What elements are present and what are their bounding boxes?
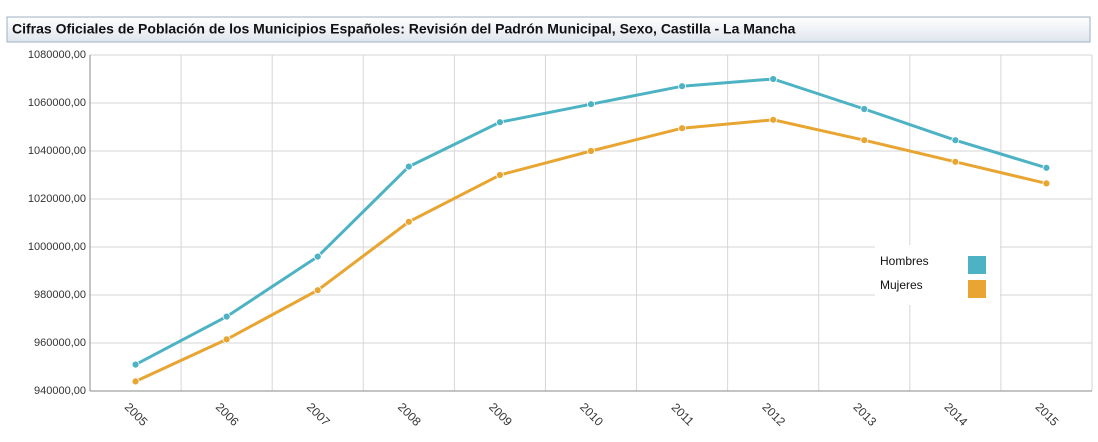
- x-tick-label: 2013: [850, 400, 879, 429]
- x-tick-label: 2014: [942, 400, 971, 429]
- legend-swatch: [968, 280, 986, 298]
- data-point: [860, 136, 869, 145]
- data-point: [678, 124, 686, 133]
- y-tick-label: 980000,00: [34, 289, 86, 301]
- data-point: [678, 82, 686, 91]
- data-point: [404, 162, 413, 171]
- data-point: [587, 147, 595, 155]
- y-tick-label: 960000,00: [34, 337, 86, 349]
- data-point: [1042, 163, 1051, 172]
- data-point: [222, 335, 231, 344]
- data-point: [313, 252, 322, 261]
- data-point: [769, 115, 778, 124]
- x-tick-label: 2010: [577, 400, 606, 429]
- data-point: [587, 100, 595, 109]
- legend-label: Mujeres: [880, 278, 923, 292]
- y-tick-label: 1020000,00: [28, 193, 86, 205]
- chart-title: Cifras Oficiales de Población de los Mun…: [12, 21, 796, 37]
- data-point: [496, 118, 504, 127]
- title-bar: [6, 16, 1091, 43]
- x-tick-label: 2015: [1033, 400, 1062, 429]
- x-tick-label: 2007: [304, 400, 333, 429]
- y-tick-label: 1060000,00: [28, 97, 86, 109]
- x-tick-label: 2012: [759, 400, 788, 429]
- data-point: [131, 377, 140, 386]
- y-tick-label: 1080000,00: [28, 49, 86, 61]
- data-point: [951, 136, 960, 145]
- y-tick-label: 1000000,00: [28, 241, 86, 253]
- data-point: [860, 105, 869, 113]
- legend-label: Hombres: [880, 254, 929, 268]
- legend-swatch: [968, 256, 986, 274]
- y-tick-label: 940000,00: [34, 385, 86, 397]
- data-point: [222, 312, 231, 321]
- data-point: [131, 360, 140, 369]
- x-tick-label: 2008: [395, 400, 424, 429]
- data-point: [404, 217, 413, 226]
- x-tick-label: 2005: [122, 400, 151, 429]
- x-tick-label: 2009: [486, 400, 515, 429]
- y-tick-label: 1040000,00: [28, 145, 86, 157]
- data-point: [313, 286, 322, 295]
- data-point: [951, 157, 960, 166]
- data-point: [769, 75, 778, 83]
- data-point: [1042, 179, 1051, 188]
- data-point: [496, 171, 504, 179]
- x-tick-label: 2011: [669, 400, 697, 428]
- x-tick-label: 2006: [213, 400, 242, 429]
